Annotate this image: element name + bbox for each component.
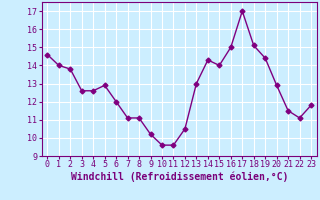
X-axis label: Windchill (Refroidissement éolien,°C): Windchill (Refroidissement éolien,°C) <box>70 172 288 182</box>
